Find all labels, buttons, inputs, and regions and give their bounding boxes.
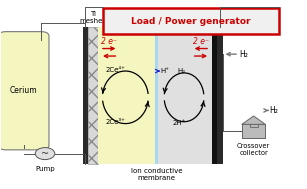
Text: H₂: H₂ xyxy=(178,68,186,74)
FancyBboxPatch shape xyxy=(103,8,279,34)
Text: 2Ce⁴⁺: 2Ce⁴⁺ xyxy=(105,67,125,73)
Text: Pump: Pump xyxy=(35,166,55,172)
Bar xyxy=(158,27,212,164)
Text: Crossover
collector: Crossover collector xyxy=(237,143,270,156)
Text: 2H⁺: 2H⁺ xyxy=(173,120,186,126)
Text: ~: ~ xyxy=(41,149,49,159)
Bar xyxy=(88,27,99,164)
Text: 2 e⁻: 2 e⁻ xyxy=(193,37,209,46)
Text: H₂: H₂ xyxy=(240,50,249,59)
Text: Load / Power generator: Load / Power generator xyxy=(131,17,251,26)
Circle shape xyxy=(35,148,55,160)
Bar xyxy=(212,27,217,164)
Bar xyxy=(242,124,265,138)
Text: H⁺: H⁺ xyxy=(161,68,169,74)
Text: Ion conductive
membrane: Ion conductive membrane xyxy=(131,168,182,181)
Text: 2 e⁻: 2 e⁻ xyxy=(101,37,117,46)
Bar xyxy=(99,27,155,164)
Text: H₂: H₂ xyxy=(269,106,278,115)
Text: Cerium: Cerium xyxy=(10,86,37,95)
Bar xyxy=(250,124,258,127)
Polygon shape xyxy=(242,116,265,124)
Bar xyxy=(83,27,88,164)
Bar xyxy=(217,27,223,164)
Bar xyxy=(155,27,158,164)
Text: C paper: C paper xyxy=(197,16,228,22)
FancyBboxPatch shape xyxy=(0,32,49,150)
Text: 2Ce³⁺: 2Ce³⁺ xyxy=(105,119,125,125)
Text: Ti
meshes: Ti meshes xyxy=(80,11,107,24)
